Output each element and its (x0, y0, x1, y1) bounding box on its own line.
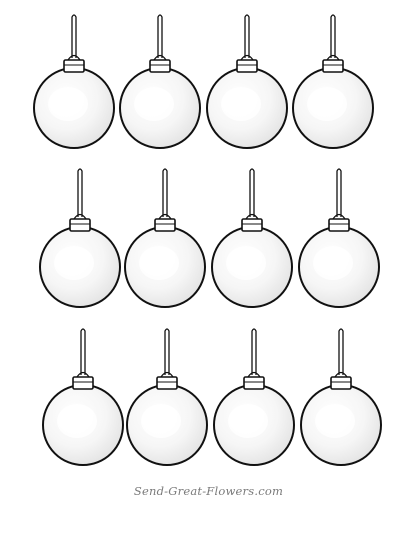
ornament-highlight (221, 87, 261, 121)
ornament-cap (149, 59, 171, 73)
ornament-highlight (228, 404, 268, 438)
ornament-hook (338, 328, 344, 375)
ornament-hook-loop (158, 213, 172, 220)
ornament-highlight (313, 246, 353, 280)
ornament-highlight (307, 87, 347, 121)
ornament-hook-loop (160, 371, 174, 378)
ornament (292, 14, 374, 149)
ornament-cap (154, 218, 176, 232)
ornament-highlight (134, 87, 174, 121)
ornament (213, 328, 295, 466)
ornament-hook (157, 14, 163, 58)
ornament-hook-loop (153, 54, 167, 61)
ornament (33, 14, 115, 149)
ornament-hook-loop (247, 371, 261, 378)
ornament-cap (328, 218, 350, 232)
ornament-hook (251, 328, 257, 375)
ornament-highlight (315, 404, 355, 438)
ornament-hook-loop (240, 54, 254, 61)
ornament-hook (336, 168, 342, 217)
ornament-hook (330, 14, 336, 58)
ornament-hook (164, 328, 170, 375)
ornament-cap (63, 59, 85, 73)
ornament-hook (71, 14, 77, 58)
ornament-cap (72, 376, 94, 390)
ornament (126, 328, 208, 466)
ornament-hook-loop (326, 54, 340, 61)
ornament-hook-loop (245, 213, 259, 220)
ornament-hook (244, 14, 250, 58)
ornament-highlight (141, 404, 181, 438)
ornament-hook-loop (332, 213, 346, 220)
ornament-hook (162, 168, 168, 217)
ornament-hook-loop (76, 371, 90, 378)
ornament (124, 168, 206, 308)
ornament (119, 14, 201, 149)
ornament-hook (249, 168, 255, 217)
ornament-cap (236, 59, 258, 73)
ornament (211, 168, 293, 308)
ornament (206, 14, 288, 149)
ornament-hook-loop (334, 371, 348, 378)
ornament-hook (77, 168, 83, 217)
ornament-highlight (226, 246, 266, 280)
ornament-hook-loop (67, 54, 81, 61)
ornament (42, 328, 124, 466)
ornament-cap (330, 376, 352, 390)
ornament-highlight (48, 87, 88, 121)
ornament-cap (69, 218, 91, 232)
ornament-cap (322, 59, 344, 73)
ornament-cap (156, 376, 178, 390)
ornament (298, 168, 380, 308)
ornament-highlight (54, 246, 94, 280)
ornament-hook-loop (73, 213, 87, 220)
ornament-highlight (57, 404, 97, 438)
ornament-cap (243, 376, 265, 390)
ornament-cap (241, 218, 263, 232)
ornament-highlight (139, 246, 179, 280)
ornament-hook (80, 328, 86, 375)
ornament (300, 328, 382, 466)
ornament (39, 168, 121, 308)
watermark-text: Send-Great-Flowers.com (133, 484, 284, 498)
